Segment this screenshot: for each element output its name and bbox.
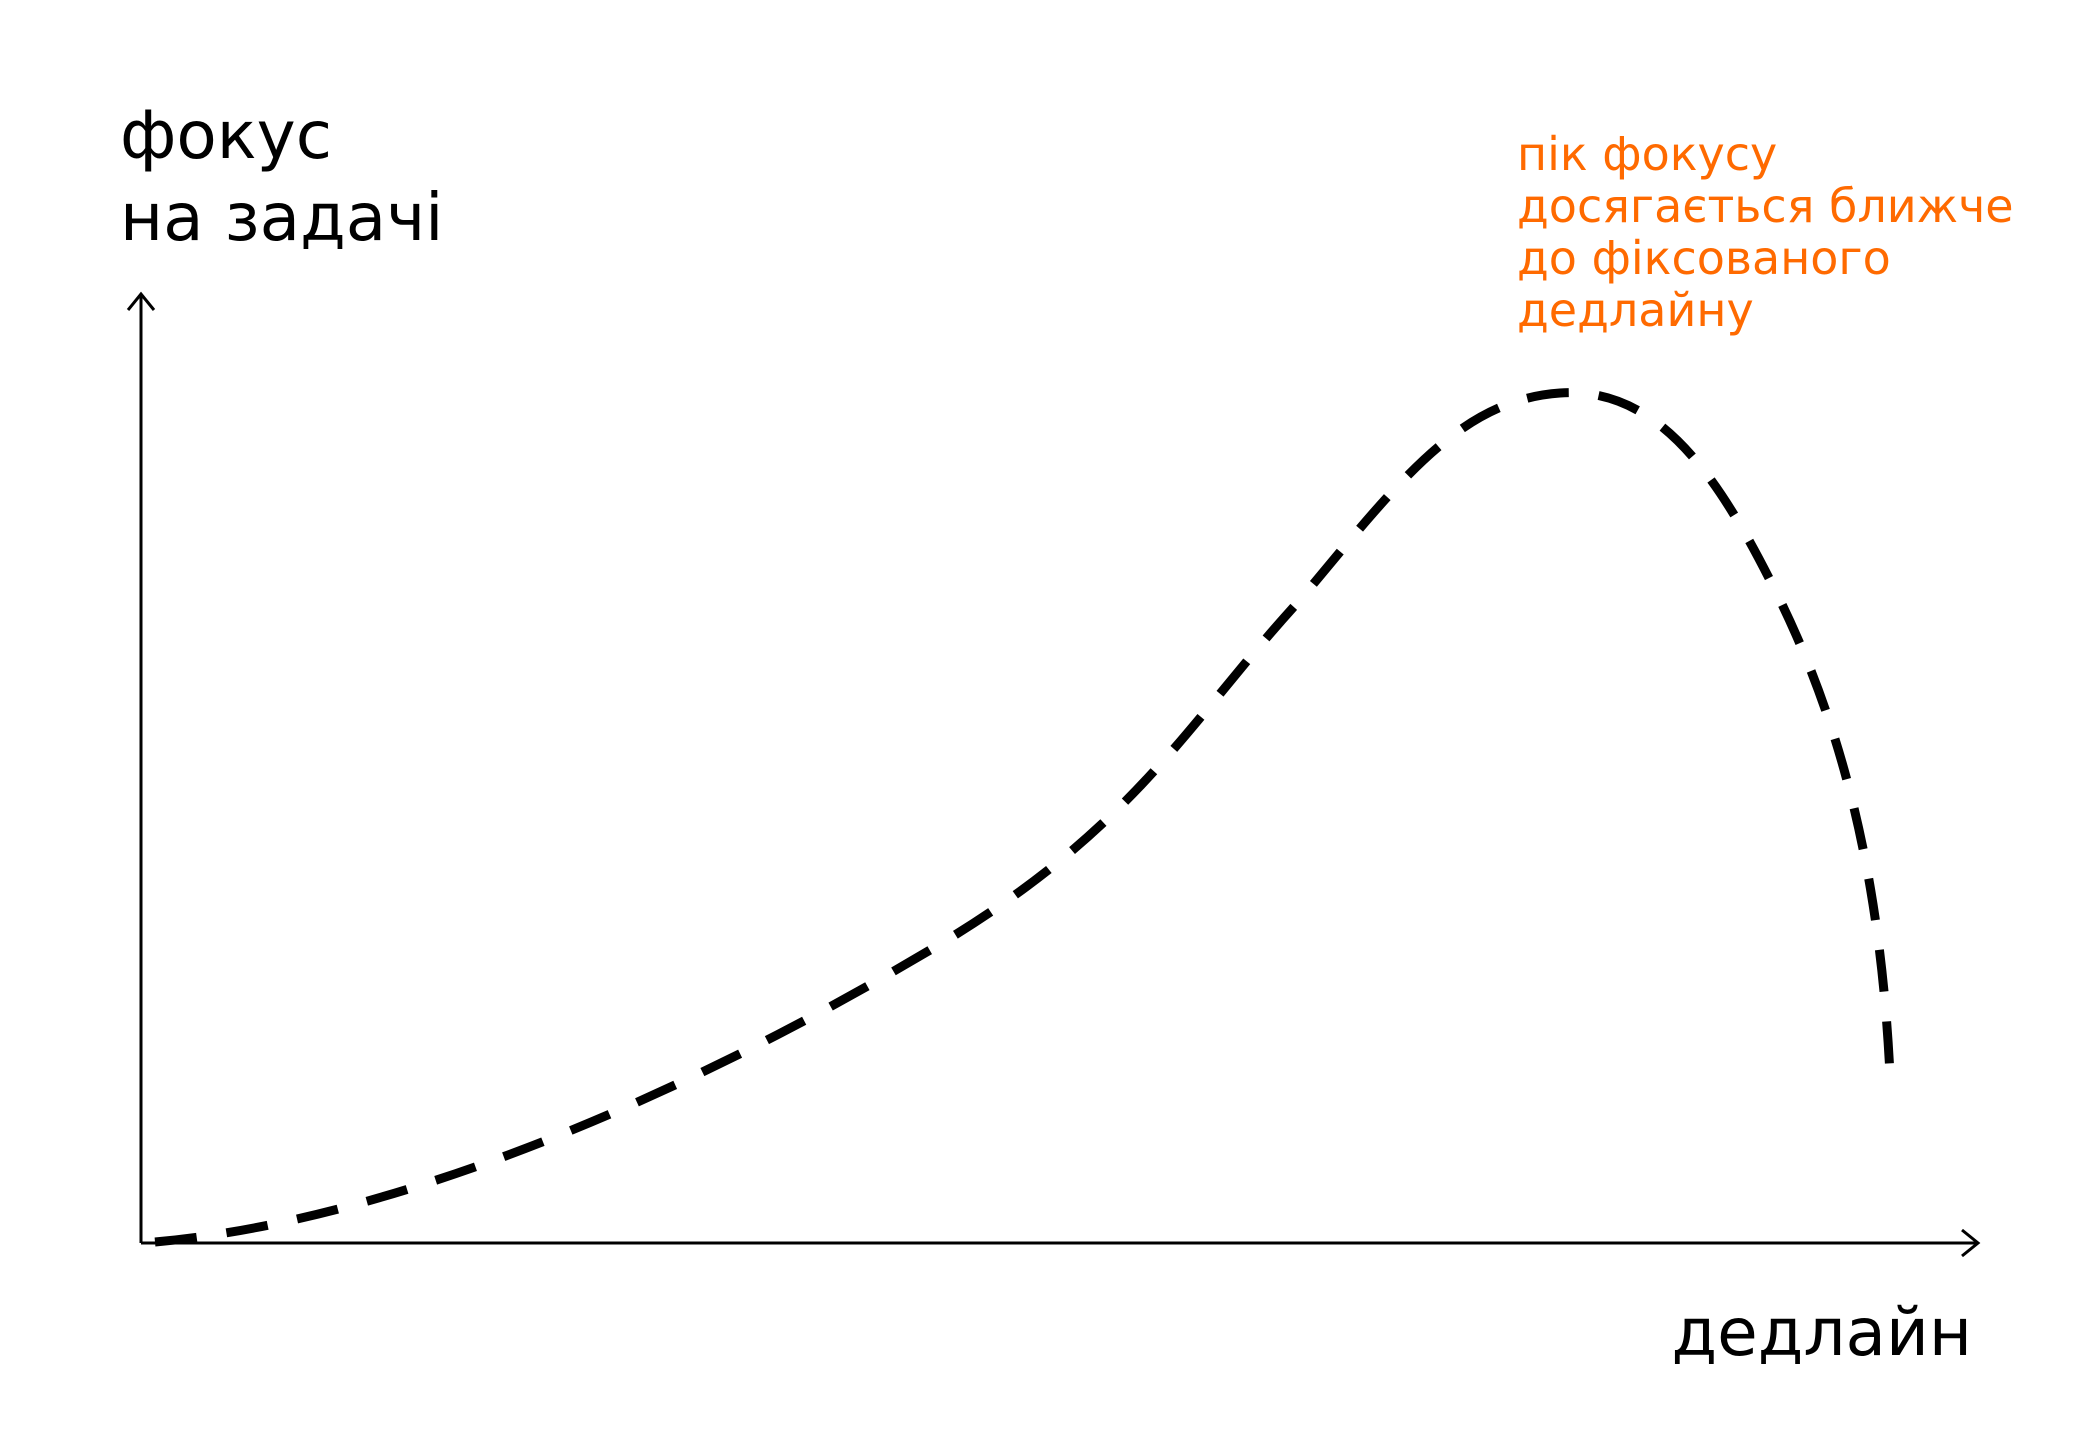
annotation-line-1: пік фокусу	[1517, 127, 1777, 181]
focus-curve	[154, 388, 1895, 1247]
x-axis-label: дедлайн	[1671, 1294, 1972, 1371]
x-axis	[141, 1228, 1981, 1258]
y-axis-arrowhead	[126, 291, 156, 311]
y-axis-label-line-2: на задачі	[120, 179, 444, 256]
y-axis	[126, 291, 156, 1243]
annotation-line-3: до фіксованого	[1517, 231, 1891, 285]
annotation-line-4: дедлайну	[1517, 283, 1754, 337]
y-axis-label: фокус на задачі	[120, 97, 444, 256]
x-axis-arrowhead	[1961, 1228, 1981, 1258]
y-axis-label-line-1: фокус	[120, 97, 332, 174]
annotation-line-2: досягається ближче	[1517, 179, 2014, 233]
peak-annotation: пік фокусу досягається ближче до фіксова…	[1517, 127, 2028, 337]
